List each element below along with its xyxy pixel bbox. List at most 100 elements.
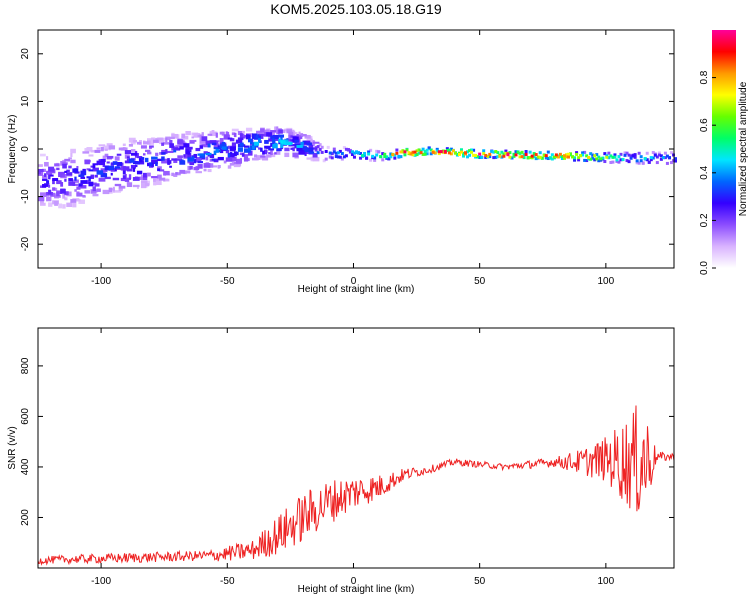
heatmap-cell [155,152,159,156]
heatmap-cell [504,149,508,153]
heatmap-cell [413,150,417,154]
heatmap-cell [203,168,207,172]
heatmap-cell [296,133,299,138]
heatmap-cell [613,155,617,159]
colorbar-tick-label: 0.2 [699,213,710,227]
heatmap-cell [595,157,599,161]
heatmap-cell [235,158,243,164]
heatmap-cell [367,150,371,154]
heatmap-cell [82,195,86,198]
heatmap-cell [591,156,595,160]
heatmap-cell [653,153,657,157]
heatmap-cell [562,156,566,160]
heatmap-cell [183,170,191,174]
heatmap-cell [126,158,129,162]
heatmap-cell [140,145,147,149]
colorbar-tick-label: 0.8 [699,70,710,84]
heatmap-cell [651,156,655,160]
heatmap-cell [577,158,581,162]
heatmap-cell [556,155,560,159]
heatmap-cell [627,153,631,157]
heatmap-cell [134,161,141,165]
heatmap-cell [136,176,144,181]
heatmap-cell [223,135,229,140]
heatmap-cell [88,154,94,157]
heatmap-cell [548,156,552,160]
heatmap-cell [447,148,451,152]
heatmap-cell [78,199,85,204]
heatmap-cell [110,188,115,191]
heatmap-cell [443,149,447,153]
heatmap-cell [54,200,58,206]
heatmap-cell [466,155,470,159]
heatmap-cell [92,186,96,192]
heatmap-cell [560,154,564,158]
heatmap-cell [562,154,566,158]
heatmap-cell [213,147,218,150]
heatmap-cell [140,183,147,189]
heatmap-cell [90,174,95,179]
heatmap-cell [171,145,175,151]
heatmap-cell [233,132,237,138]
heatmap-cell [205,140,210,145]
heatmap-cell [58,171,65,175]
heatmap-cell [153,180,157,186]
heatmap-cell [389,152,393,156]
heatmap-cell [70,148,76,154]
heatmap-cell [361,154,365,158]
heatmap-cell [538,151,542,155]
heatmap-cell [395,148,399,152]
heatmap-cell [342,146,346,150]
heatmap-cell [425,148,429,152]
heatmap-cell [350,150,354,154]
heatmap-cell [625,151,629,155]
heatmap-cell [102,189,110,195]
heatmap-cell [625,159,629,163]
heatmap-cell [106,190,113,194]
heatmap-cell [239,133,243,137]
heatmap-cell [112,161,118,165]
heatmap-cell [488,155,492,159]
y-tick-label: 600 [20,408,31,425]
heatmap-cell [62,193,66,199]
heatmap-cell [328,151,332,155]
heatmap-cell [411,153,415,157]
heatmap-cell [352,151,356,155]
heatmap-cell [169,165,172,168]
heatmap-cell [38,196,45,202]
heatmap-cell [227,153,235,158]
heatmap-cell [334,155,338,159]
heatmap-cell [381,152,385,156]
heatmap-cell [256,130,263,134]
heatmap-cell [504,151,508,155]
heatmap-cell [225,131,230,137]
heatmap-cell [116,167,123,170]
heatmap-cell [306,157,314,160]
heatmap-cell [500,150,504,154]
heatmap-cell [304,151,307,157]
heatmap-cell [155,161,158,166]
heatmap-cell [472,148,476,152]
heatmap-cell [118,147,125,151]
heatmap-cell [215,132,218,138]
heatmap-cell [203,165,210,168]
heatmap-cell [68,165,72,169]
heatmap-cell [163,142,170,145]
heatmap-cell [211,165,218,168]
heatmap-cell [191,136,194,139]
heatmap-cell [58,173,63,178]
heatmap-cell [324,157,328,161]
heatmap-cell [145,180,150,186]
heatmap-cell [124,173,128,179]
heatmap-cell [522,156,526,160]
heatmap-cell [623,153,627,157]
heatmap-cell [573,158,577,162]
heatmap-cell [134,176,138,181]
heatmap-cell [175,158,183,161]
heatmap-cell [573,156,577,160]
heatmap-cell [381,158,385,162]
heatmap-cell [423,150,427,154]
heatmap-cell [585,154,589,158]
heatmap-cell [609,154,613,158]
heatmap-cell [64,170,68,173]
